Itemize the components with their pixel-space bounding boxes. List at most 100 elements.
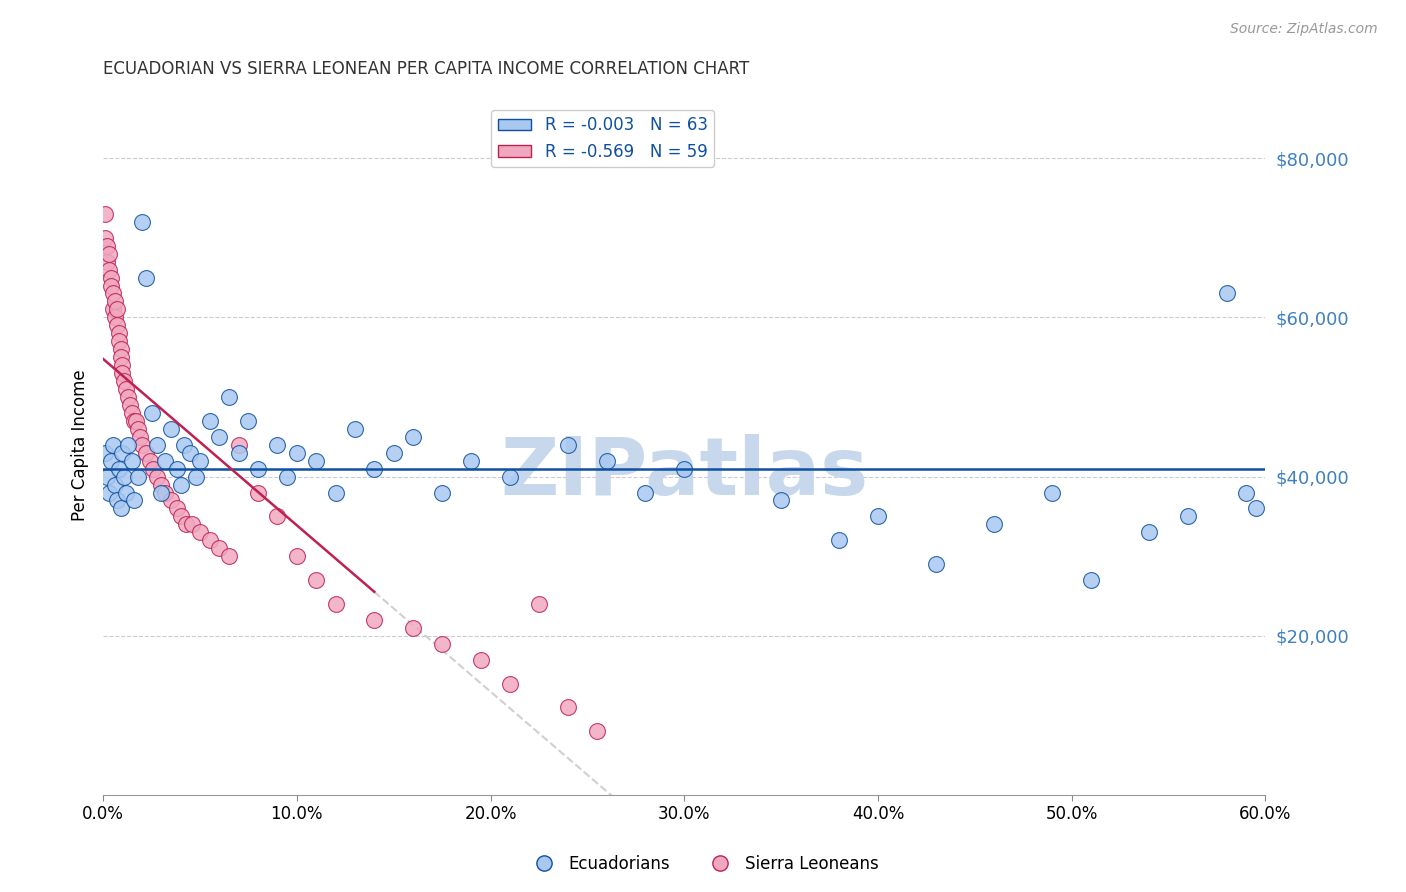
Point [160, 422, 183, 436]
Point [96, 469, 118, 483]
Point [247, 461, 270, 475]
Point [363, 613, 385, 627]
Point [101, 438, 124, 452]
Point [198, 533, 221, 548]
Point [1215, 286, 1237, 301]
Point [169, 509, 191, 524]
Point [1040, 485, 1063, 500]
Point [135, 270, 157, 285]
Point [173, 438, 195, 452]
Point [121, 406, 143, 420]
Point [176, 517, 198, 532]
Point [866, 509, 889, 524]
Point [122, 493, 145, 508]
Point [125, 414, 148, 428]
Point [169, 477, 191, 491]
Text: ZIPatlas: ZIPatlas [501, 434, 869, 512]
Point [266, 438, 288, 452]
Point [828, 533, 851, 548]
Point [100, 453, 122, 467]
Point [105, 318, 128, 333]
Point [460, 453, 482, 467]
Point [127, 422, 149, 436]
Point [305, 453, 328, 467]
Point [115, 382, 138, 396]
Point [402, 430, 425, 444]
Text: ECUADORIAN VS SIERRA LEONEAN PER CAPITA INCOME CORRELATION CHART: ECUADORIAN VS SIERRA LEONEAN PER CAPITA … [103, 60, 749, 78]
Point [276, 469, 298, 483]
Point [925, 557, 948, 571]
Point [110, 342, 132, 356]
Point [111, 366, 134, 380]
Point [105, 493, 128, 508]
Point [101, 302, 124, 317]
Point [94, 231, 117, 245]
Legend: R = -0.003   N = 63, R = -0.569   N = 59: R = -0.003 N = 63, R = -0.569 N = 59 [491, 110, 714, 168]
Point [166, 461, 188, 475]
Point [111, 446, 134, 460]
Point [430, 485, 453, 500]
Text: Source: ZipAtlas.com: Source: ZipAtlas.com [1230, 22, 1378, 37]
Point [96, 254, 118, 268]
Point [146, 469, 169, 483]
Point [596, 453, 619, 467]
Point [184, 469, 207, 483]
Point [325, 485, 347, 500]
Point [107, 326, 129, 341]
Point [218, 390, 240, 404]
Point [97, 262, 120, 277]
Point [104, 477, 127, 491]
Point [382, 446, 405, 460]
Legend: Ecuadorians, Sierra Leoneans: Ecuadorians, Sierra Leoneans [520, 848, 886, 880]
Point [153, 485, 176, 500]
Point [100, 270, 122, 285]
Point [285, 549, 308, 564]
Point [188, 453, 211, 467]
Point [111, 358, 134, 372]
Point [120, 398, 142, 412]
Point [142, 461, 165, 475]
Point [470, 653, 492, 667]
Point [97, 246, 120, 260]
Point [160, 493, 183, 508]
Point [110, 350, 132, 364]
Point [266, 509, 288, 524]
Point [110, 501, 132, 516]
Point [634, 485, 657, 500]
Point [1137, 525, 1160, 540]
Point [135, 446, 157, 460]
Point [499, 469, 522, 483]
Point [96, 238, 118, 252]
Point [104, 310, 127, 325]
Point [150, 485, 173, 500]
Point [138, 453, 160, 467]
Point [1244, 501, 1267, 516]
Point [179, 446, 201, 460]
Point [115, 485, 138, 500]
Point [114, 374, 136, 388]
Point [117, 390, 139, 404]
Point [122, 414, 145, 428]
Point [983, 517, 1005, 532]
Point [208, 541, 231, 556]
Point [247, 485, 270, 500]
Point [97, 485, 120, 500]
Point [131, 215, 153, 229]
Point [94, 446, 117, 460]
Point [305, 573, 328, 587]
Point [129, 430, 152, 444]
Point [153, 453, 176, 467]
Point [198, 414, 221, 428]
Point [238, 414, 260, 428]
Point [141, 406, 163, 420]
Point [430, 637, 453, 651]
Point [166, 501, 188, 516]
Point [208, 430, 231, 444]
Point [188, 525, 211, 540]
Point [228, 446, 250, 460]
Point [228, 438, 250, 452]
Point [770, 493, 793, 508]
Point [131, 438, 153, 452]
Y-axis label: Per Capita Income: Per Capita Income [72, 369, 89, 521]
Point [363, 461, 385, 475]
